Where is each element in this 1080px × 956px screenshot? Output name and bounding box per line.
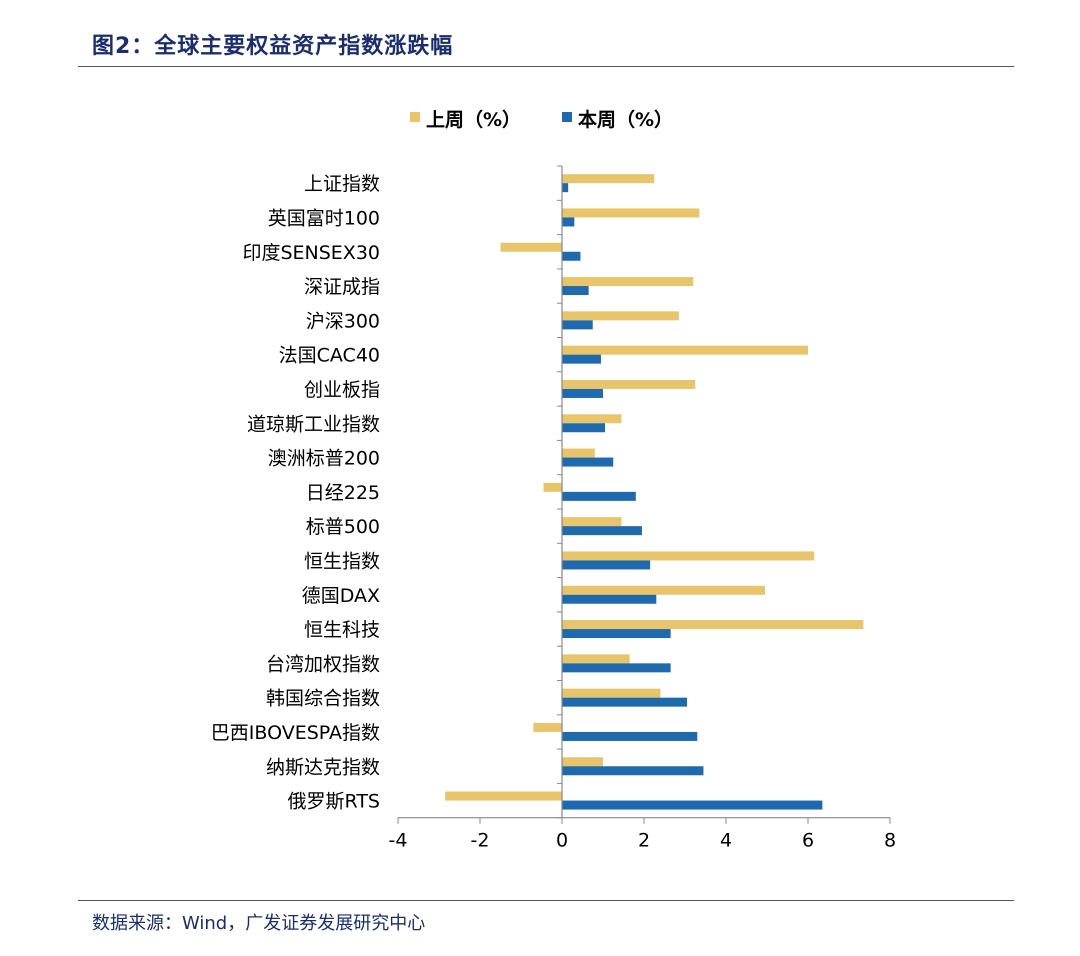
bar-last-week <box>562 654 630 664</box>
x-tick-label: 6 <box>802 830 814 852</box>
x-tick-label: -4 <box>389 830 408 852</box>
bar-last-week <box>500 242 562 252</box>
bar-this-week <box>562 286 589 296</box>
legend-label-this-week: 本周（%） <box>578 108 673 131</box>
category-label: 上证指数 <box>304 173 380 195</box>
bar-last-week <box>562 345 808 355</box>
bar-last-week <box>562 620 864 630</box>
category-label: 印度SENSEX30 <box>242 242 380 264</box>
bar-this-week <box>562 663 671 673</box>
bar-this-week <box>562 731 698 741</box>
bar-this-week <box>562 629 671 639</box>
category-label: 沪深300 <box>306 310 380 332</box>
bar-last-week <box>445 791 562 801</box>
top-divider <box>78 66 1014 67</box>
bar-this-week <box>562 697 688 707</box>
x-tick-label: 8 <box>884 830 896 852</box>
category-label: 澳洲标普200 <box>268 448 380 470</box>
category-label: 法国CAC40 <box>279 345 380 367</box>
category-label: 创业板指 <box>304 379 380 401</box>
bar-last-week <box>562 174 655 184</box>
category-label: 恒生指数 <box>304 550 380 572</box>
bar-this-week <box>562 388 603 398</box>
bar-last-week <box>543 482 562 492</box>
bar-last-week <box>562 688 661 698</box>
source-note: 数据来源：Wind，广发证券发展研究中心 <box>92 913 426 934</box>
x-tick-label: -2 <box>471 830 490 852</box>
bar-last-week <box>562 448 595 458</box>
bar-last-week <box>562 311 679 321</box>
bar-last-week <box>562 208 700 218</box>
legend-swatch-last-week <box>410 112 420 122</box>
bar-last-week <box>562 379 696 389</box>
bar-last-week <box>533 722 562 732</box>
bar-this-week <box>562 800 823 810</box>
bar-this-week <box>562 491 636 501</box>
bar-this-week <box>562 217 575 227</box>
bar-this-week <box>562 766 704 776</box>
x-tick-label: 4 <box>720 830 732 852</box>
category-label: 英国富时100 <box>268 207 380 229</box>
x-tick-label: 0 <box>556 830 568 852</box>
category-label: 俄罗斯RTS <box>288 791 381 813</box>
category-label: 德国DAX <box>302 585 380 607</box>
bar-this-week <box>562 457 614 467</box>
category-label: 纳斯达克指数 <box>266 756 380 778</box>
category-label: 恒生科技 <box>304 619 380 641</box>
bottom-divider <box>78 900 1014 901</box>
bar-last-week <box>562 551 815 561</box>
bar-this-week <box>562 251 581 261</box>
bar-this-week <box>562 183 569 193</box>
x-tick-label: 2 <box>638 830 650 852</box>
category-label: 日经225 <box>306 482 380 504</box>
category-label: 道琼斯工业指数 <box>247 413 380 435</box>
bar-last-week <box>562 517 622 527</box>
bar-this-week <box>562 594 657 604</box>
category-label: 深证成指 <box>304 276 380 298</box>
bar-last-week <box>562 414 622 424</box>
category-label: 巴西IBOVESPA指数 <box>211 722 380 744</box>
legend-label-last-week: 上周（%） <box>426 108 521 131</box>
bar-this-week <box>562 560 651 570</box>
category-label: 台湾加权指数 <box>266 653 380 675</box>
bar-last-week <box>562 585 765 595</box>
category-label: 标普500 <box>306 516 380 538</box>
bar-this-week <box>562 423 606 433</box>
bar-this-week <box>562 354 601 364</box>
bar-this-week <box>562 320 593 330</box>
category-label: 韩国综合指数 <box>266 688 380 710</box>
figure-title: 图2：全球主要权益资产指数涨跌幅 <box>92 34 454 59</box>
bar-this-week <box>562 526 642 536</box>
legend-swatch-this-week <box>562 112 572 122</box>
bar-last-week <box>562 277 694 287</box>
bar-last-week <box>562 757 603 767</box>
